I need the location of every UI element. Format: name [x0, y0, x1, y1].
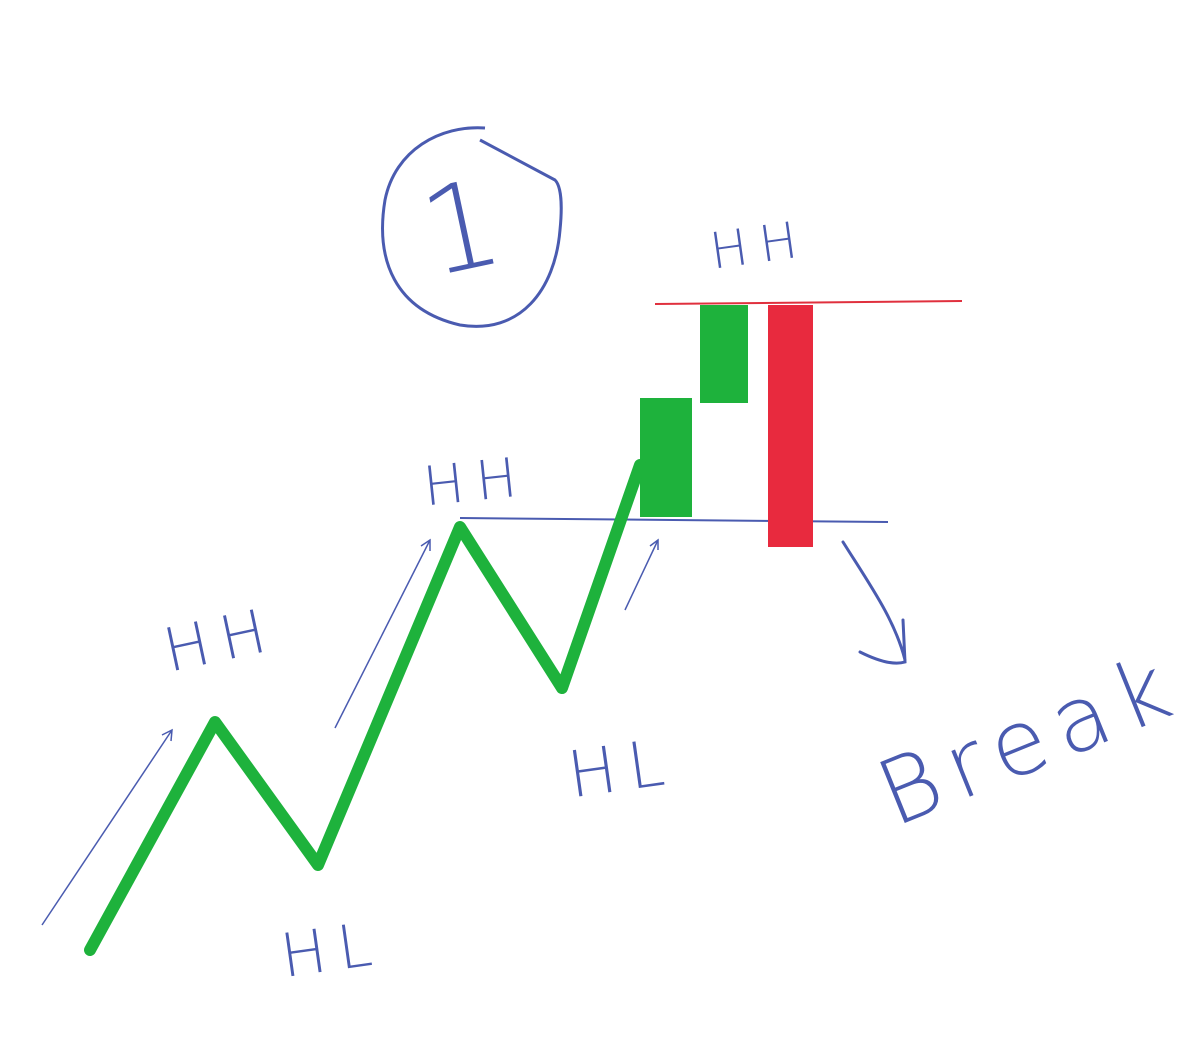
- price-path: [84, 459, 646, 956]
- swing-label: HH: [420, 445, 531, 519]
- resistance-line: [654, 300, 963, 305]
- bear-candle: [768, 305, 813, 547]
- swing-label: HL: [277, 908, 388, 992]
- support-line: [459, 517, 889, 523]
- swing-label: HL: [564, 725, 681, 813]
- swing-label: HH: [706, 210, 812, 281]
- marker-circle: [381, 126, 563, 328]
- bull-candle: [700, 305, 748, 403]
- trend-arrows: [41, 538, 659, 926]
- bull-candle: [640, 398, 692, 517]
- down-arrow: [841, 540, 907, 665]
